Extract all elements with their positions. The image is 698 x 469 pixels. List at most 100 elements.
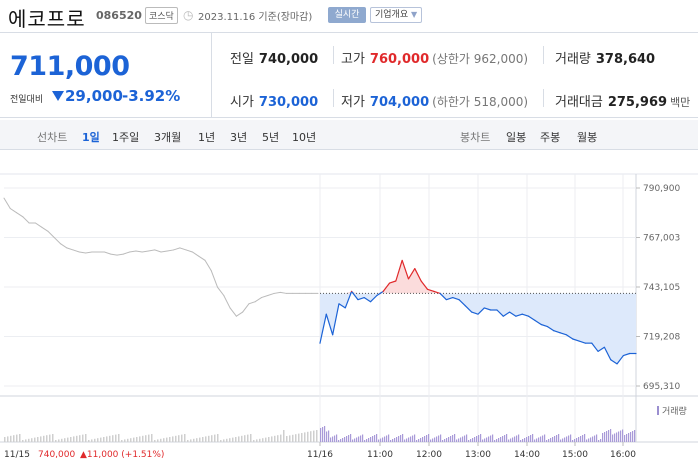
- tab-monthly-candle[interactable]: 월봉: [577, 131, 598, 144]
- series-segment-today: [578, 340, 586, 344]
- volume-bar-prev-day: [64, 438, 66, 442]
- data-point-prev-day: [198, 255, 200, 257]
- tab-10year[interactable]: 10년: [292, 131, 317, 144]
- tab-3year[interactable]: 3년: [230, 131, 248, 144]
- volume-bar-prev-day: [301, 433, 303, 442]
- volume-bar-today: [516, 435, 518, 442]
- volume-bar-today: [340, 439, 342, 442]
- data-point-today: [376, 294, 378, 297]
- volume-bar-today: [338, 440, 340, 442]
- volume-bar-prev-day: [250, 434, 252, 442]
- volume-bar-prev-day: [142, 435, 144, 442]
- data-point-today: [464, 305, 466, 307]
- volume-bar-prev-day: [79, 435, 81, 442]
- volume-bar-prev-day: [100, 437, 102, 442]
- tab-1year[interactable]: 1년: [198, 131, 216, 144]
- volume-bar-prev-day: [94, 438, 96, 442]
- data-point-today: [433, 290, 435, 292]
- volume-bar-today: [418, 439, 420, 442]
- volume-bar-today: [368, 438, 370, 442]
- data-point-today: [471, 311, 473, 313]
- trade-value-value: 275,969: [607, 95, 668, 110]
- data-point-prev-day: [286, 292, 288, 294]
- data-point-today: [452, 296, 454, 299]
- volume-bar-today: [558, 434, 560, 442]
- volume-bar-prev-day: [211, 435, 213, 442]
- volume-bar-prev-day: [208, 435, 210, 442]
- tab-daily-candle[interactable]: 일봉: [506, 131, 527, 144]
- data-point-prev-day: [185, 249, 187, 251]
- tab-1week[interactable]: 1주일: [112, 131, 140, 144]
- realtime-button[interactable]: 실시간: [328, 7, 366, 23]
- volume-bar-today: [588, 438, 590, 442]
- volume-bar-today: [510, 438, 512, 442]
- volume-bar-prev-day: [241, 435, 243, 442]
- volume-bar-today: [460, 437, 462, 442]
- data-point-prev-day: [9, 208, 11, 210]
- volume-bar-today: [532, 434, 534, 442]
- volume-bar-today: [410, 436, 412, 442]
- volume-bar-today: [530, 435, 532, 442]
- data-point-today: [483, 307, 485, 309]
- data-point-prev-day: [72, 249, 74, 251]
- volume-bar-prev-day: [124, 439, 126, 442]
- volume-bar-prev-day: [217, 434, 219, 442]
- data-point-today: [420, 280, 422, 282]
- data-point-prev-day: [22, 216, 24, 218]
- volume-bar-prev-day: [7, 436, 9, 442]
- current-price-box: 711,000 전일대비 29,000 -3.92%: [0, 33, 212, 117]
- volume-bar-prev-day: [73, 436, 75, 442]
- volume-bar-prev-day: [88, 440, 90, 442]
- volume-bar-prev-day: [280, 434, 282, 442]
- volume-plot: 거래량: [4, 405, 687, 442]
- volume-bar-prev-day: [274, 435, 276, 442]
- high-value: 760,000: [369, 52, 430, 67]
- volume-bar-today: [582, 435, 584, 442]
- high-label: 고가: [341, 52, 365, 67]
- volume-bar-today: [540, 436, 542, 442]
- series-segment-today: [591, 342, 599, 352]
- volume-item: 거래량 378,640: [555, 48, 655, 67]
- tab-5year[interactable]: 5년: [262, 131, 280, 144]
- data-point-prev-day: [154, 249, 156, 251]
- volume-bar-today: [456, 439, 458, 442]
- volume-bar-prev-day: [220, 440, 222, 442]
- volume-bar-prev-day: [259, 438, 261, 442]
- data-point-prev-day: [242, 311, 244, 313]
- volume-bar-today: [578, 437, 580, 442]
- data-point-prev-day: [141, 251, 143, 253]
- data-point-prev-day: [273, 292, 275, 294]
- x-tick-label: 16:00: [610, 450, 636, 460]
- volume-bar-prev-day: [154, 440, 156, 442]
- data-point-prev-day: [311, 292, 313, 294]
- volume-bar-today: [440, 434, 442, 442]
- company-info-dropdown[interactable]: 기업개요 ▼: [370, 7, 423, 23]
- volume-bar-prev-day: [22, 440, 24, 442]
- x-label-prev-day: 11/15: [4, 450, 30, 460]
- volume-bar-today: [330, 437, 332, 442]
- volume-bar-today: [622, 429, 624, 442]
- prev-day-change: ▲11,000 (+1.51%): [80, 450, 164, 460]
- data-point-today: [426, 288, 429, 290]
- series-segment-today: [603, 347, 612, 360]
- tab-3month[interactable]: 3개월: [154, 131, 182, 144]
- volume-bar-prev-day: [238, 436, 240, 442]
- volume-bar-today: [394, 438, 396, 442]
- volume-bar-prev-day: [34, 437, 36, 442]
- low-item: 저가 704,000 (하한가 518,000): [341, 91, 528, 110]
- volume-bar-today: [444, 439, 446, 442]
- volume-bar-prev-day: [271, 436, 273, 442]
- data-point-prev-day: [260, 297, 262, 299]
- volume-bar-today: [610, 429, 612, 442]
- series-segment-today: [439, 293, 447, 301]
- open-item: 시가 730,000: [230, 91, 318, 110]
- volume-bar-today: [494, 440, 496, 442]
- data-point-today: [369, 301, 372, 303]
- open-value: 730,000: [258, 95, 319, 110]
- intraday-chart[interactable]: 790,900 767,003 743,105 719,208 695,310 거래량 …: [0, 152, 698, 469]
- data-point-prev-day: [97, 251, 99, 253]
- tab-1day[interactable]: 1일: [82, 131, 100, 144]
- volume-bar-today: [514, 436, 516, 442]
- data-point-prev-day: [248, 303, 250, 305]
- tab-weekly-candle[interactable]: 주봉: [540, 131, 561, 144]
